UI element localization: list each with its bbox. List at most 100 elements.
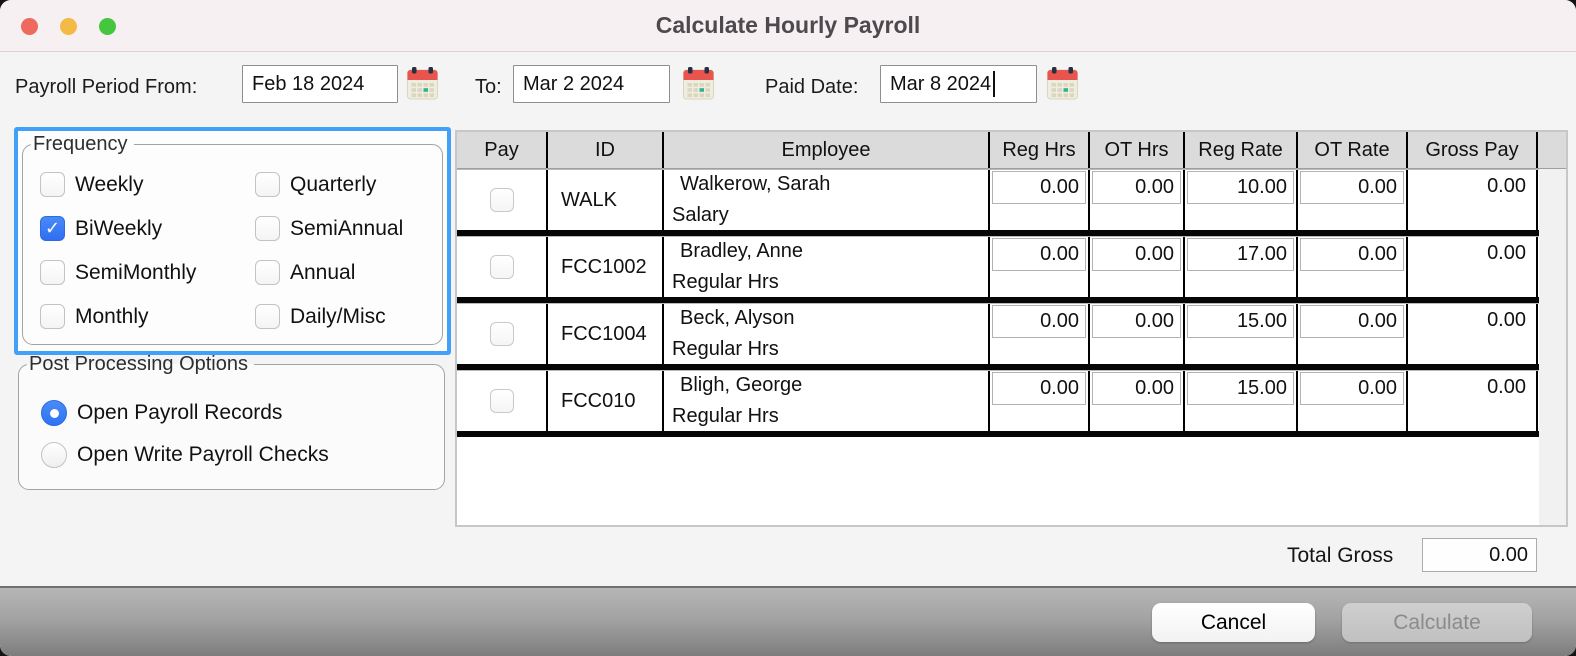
col-ot-hrs: OT Hrs bbox=[1090, 132, 1185, 168]
pay-checkbox[interactable] bbox=[489, 188, 514, 212]
payroll-period-from-label: Payroll Period From: bbox=[15, 76, 198, 98]
monthly-checkbox[interactable] bbox=[40, 304, 65, 329]
minimize-button[interactable] bbox=[60, 18, 77, 35]
employee-pay-type: Salary bbox=[672, 204, 729, 226]
zoom-window-button[interactable] bbox=[99, 18, 116, 35]
semimonthly-checkbox[interactable] bbox=[40, 260, 65, 285]
post-option-open-payroll-records[interactable]: Open Payroll Records bbox=[41, 400, 282, 426]
employee-name: Bradley, Anne bbox=[680, 240, 804, 262]
employee-name: Bligh, George bbox=[680, 374, 803, 396]
post-option-open-write-payroll-checks[interactable]: Open Write Payroll Checks bbox=[41, 442, 329, 468]
payroll-period-from-value: Feb 18 2024 bbox=[252, 72, 365, 95]
from-calendar-icon[interactable] bbox=[407, 67, 438, 100]
footer-bar: Cancel Calculate bbox=[0, 586, 1576, 656]
total-gross-value: 0.00 bbox=[1422, 538, 1537, 572]
frequency-option-semimonthly[interactable]: SemiMonthly bbox=[40, 260, 196, 285]
table-row: WALK Walkerow, Sarah Salary 0.00 0.00 10… bbox=[457, 169, 1539, 236]
reg-hrs-field[interactable]: 0.00 bbox=[992, 171, 1086, 204]
employee-name: Walkerow, Sarah bbox=[680, 173, 831, 195]
post-processing-group: Post Processing Options Open Payroll Rec… bbox=[18, 353, 445, 490]
open-payroll-records-radio[interactable] bbox=[41, 400, 67, 426]
ot-hrs-field[interactable]: 0.00 bbox=[1092, 171, 1181, 204]
reg-hrs-field[interactable]: 0.00 bbox=[992, 305, 1086, 338]
to-calendar-icon[interactable] bbox=[683, 67, 714, 100]
employee-table: Pay ID Employee Reg Hrs OT Hrs Reg Rate … bbox=[455, 130, 1568, 527]
frequency-option-semiannual[interactable]: SemiAnnual bbox=[255, 216, 403, 241]
employee-id[interactable]: WALK bbox=[548, 170, 664, 230]
col-reg-rate: Reg Rate bbox=[1185, 132, 1298, 168]
to-date-input[interactable]: Mar 2 2024 bbox=[513, 65, 670, 103]
paid-calendar-icon[interactable] bbox=[1047, 67, 1078, 100]
ot-rate-field[interactable]: 0.00 bbox=[1300, 372, 1404, 405]
table-row: FCC1004 Beck, Alyson Regular Hrs 0.00 0.… bbox=[457, 303, 1539, 370]
paid-date-value: Mar 8 2024 bbox=[890, 72, 992, 95]
title-bar: Calculate Hourly Payroll bbox=[0, 0, 1576, 52]
post-processing-title: Post Processing Options bbox=[29, 353, 248, 375]
pay-checkbox[interactable] bbox=[489, 255, 514, 279]
open-write-payroll-checks-radio[interactable] bbox=[41, 442, 67, 468]
table-scrollbar-track[interactable] bbox=[1539, 169, 1566, 525]
employee-pay-type: Regular Hrs bbox=[672, 271, 779, 293]
col-ot-rate: OT Rate bbox=[1298, 132, 1408, 168]
frequency-option-quarterly[interactable]: Quarterly bbox=[255, 172, 376, 197]
table-empty-area bbox=[457, 437, 1539, 525]
ot-hrs-field[interactable]: 0.00 bbox=[1092, 372, 1181, 405]
employee-name: Beck, Alyson bbox=[680, 307, 795, 329]
employee-cell[interactable]: Walkerow, Sarah Salary bbox=[664, 170, 990, 230]
ot-rate-field[interactable]: 0.00 bbox=[1300, 171, 1404, 204]
paid-date-label: Paid Date: bbox=[765, 76, 859, 98]
employee-cell[interactable]: Bligh, George Regular Hrs bbox=[664, 371, 990, 431]
frequency-option-dailymisc[interactable]: Daily/Misc bbox=[255, 304, 386, 329]
reg-rate-field[interactable]: 15.00 bbox=[1187, 372, 1294, 405]
employee-pay-type: Regular Hrs bbox=[672, 338, 779, 360]
ot-rate-field[interactable]: 0.00 bbox=[1300, 238, 1404, 271]
pay-checkbox[interactable] bbox=[489, 322, 514, 346]
payroll-period-from-input[interactable]: Feb 18 2024 bbox=[242, 65, 398, 103]
col-gross-pay: Gross Pay bbox=[1408, 132, 1538, 168]
quarterly-checkbox[interactable] bbox=[255, 172, 280, 197]
ot-hrs-field[interactable]: 0.00 bbox=[1092, 238, 1181, 271]
gross-pay-value: 0.00 bbox=[1408, 237, 1538, 297]
frequency-group: Frequency Weekly BiWeekly SemiMonthly Mo… bbox=[14, 127, 451, 355]
employee-cell[interactable]: Beck, Alyson Regular Hrs bbox=[664, 304, 990, 364]
col-id: ID bbox=[548, 132, 664, 168]
close-button[interactable] bbox=[21, 18, 38, 35]
frequency-fieldset: Frequency bbox=[22, 133, 443, 345]
reg-rate-field[interactable]: 17.00 bbox=[1187, 238, 1294, 271]
traffic-lights bbox=[21, 18, 116, 35]
total-gross-label: Total Gross bbox=[1287, 544, 1394, 567]
to-label: To: bbox=[475, 76, 502, 98]
frequency-option-annual[interactable]: Annual bbox=[255, 260, 355, 285]
reg-rate-field[interactable]: 15.00 bbox=[1187, 305, 1294, 338]
col-pay: Pay bbox=[457, 132, 548, 168]
employee-cell[interactable]: Bradley, Anne Regular Hrs bbox=[664, 237, 990, 297]
frequency-option-weekly[interactable]: Weekly bbox=[40, 172, 143, 197]
frequency-option-biweekly[interactable]: BiWeekly bbox=[40, 216, 162, 241]
col-reg-hrs: Reg Hrs bbox=[990, 132, 1090, 168]
semiannual-checkbox[interactable] bbox=[255, 216, 280, 241]
weekly-checkbox[interactable] bbox=[40, 172, 65, 197]
annual-checkbox[interactable] bbox=[255, 260, 280, 285]
table-row: FCC010 Bligh, George Regular Hrs 0.00 0.… bbox=[457, 370, 1539, 437]
frequency-option-monthly[interactable]: Monthly bbox=[40, 304, 149, 329]
pay-checkbox[interactable] bbox=[489, 389, 514, 413]
reg-hrs-field[interactable]: 0.00 bbox=[992, 372, 1086, 405]
gross-pay-value: 0.00 bbox=[1408, 170, 1538, 230]
dailymisc-checkbox[interactable] bbox=[255, 304, 280, 329]
cancel-button[interactable]: Cancel bbox=[1152, 603, 1315, 642]
reg-rate-field[interactable]: 10.00 bbox=[1187, 171, 1294, 204]
ot-rate-field[interactable]: 0.00 bbox=[1300, 305, 1404, 338]
to-date-value: Mar 2 2024 bbox=[523, 72, 625, 95]
employee-id[interactable]: FCC1004 bbox=[548, 304, 664, 364]
ot-hrs-field[interactable]: 0.00 bbox=[1092, 305, 1181, 338]
table-row: FCC1002 Bradley, Anne Regular Hrs 0.00 0… bbox=[457, 236, 1539, 303]
biweekly-checkbox[interactable] bbox=[40, 216, 65, 241]
reg-hrs-field[interactable]: 0.00 bbox=[992, 238, 1086, 271]
frequency-title: Frequency bbox=[33, 133, 128, 155]
paid-date-input[interactable]: Mar 8 2024 bbox=[880, 65, 1037, 103]
employee-id[interactable]: FCC1002 bbox=[548, 237, 664, 297]
table-header: Pay ID Employee Reg Hrs OT Hrs Reg Rate … bbox=[457, 132, 1566, 169]
calculate-button[interactable]: Calculate bbox=[1342, 603, 1532, 642]
employee-id[interactable]: FCC010 bbox=[548, 371, 664, 431]
